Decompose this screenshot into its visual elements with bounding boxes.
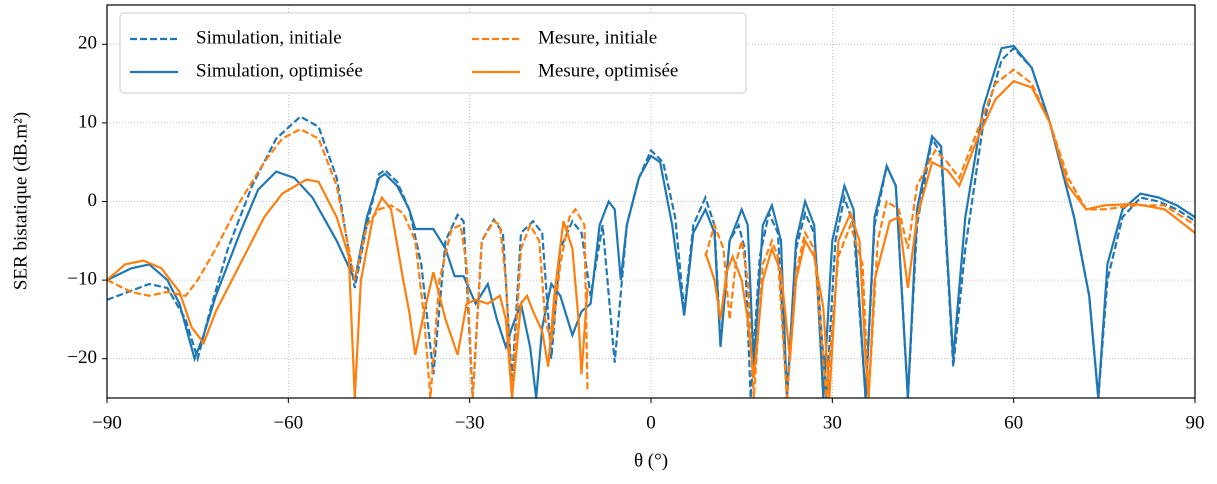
series-line [107, 79, 1195, 398]
x-tick-label: 30 [823, 412, 842, 433]
y-tick-label: 20 [78, 33, 97, 54]
series-line [107, 44, 1195, 398]
plot-lines [107, 44, 1195, 398]
legend-box [119, 12, 747, 94]
series-line [107, 46, 1195, 398]
y-axis-label: SER bistatique (dB.m²) [10, 112, 31, 290]
x-tick-label: −90 [92, 412, 122, 433]
x-tick-label: −60 [273, 412, 303, 433]
x-tick-label: 60 [1004, 412, 1023, 433]
legend-label: Mesure, optimisée [538, 60, 678, 81]
legend-label: Simulation, optimisée [196, 60, 363, 81]
x-tick-label: 0 [646, 412, 656, 433]
y-tick-label: 10 [78, 111, 97, 132]
plot-frame [106, 4, 1196, 399]
x-tick-label: 90 [1186, 412, 1205, 433]
legend-label: Mesure, initiale [538, 27, 657, 48]
x-axis-label: θ (°) [634, 450, 668, 471]
series-line [107, 68, 1195, 398]
y-tick-label: 0 [88, 190, 98, 211]
x-tick-label: −30 [455, 412, 485, 433]
y-tick-label: −10 [67, 268, 97, 289]
legend-label: Simulation, initiale [196, 27, 342, 48]
y-tick-label: −20 [67, 347, 97, 368]
